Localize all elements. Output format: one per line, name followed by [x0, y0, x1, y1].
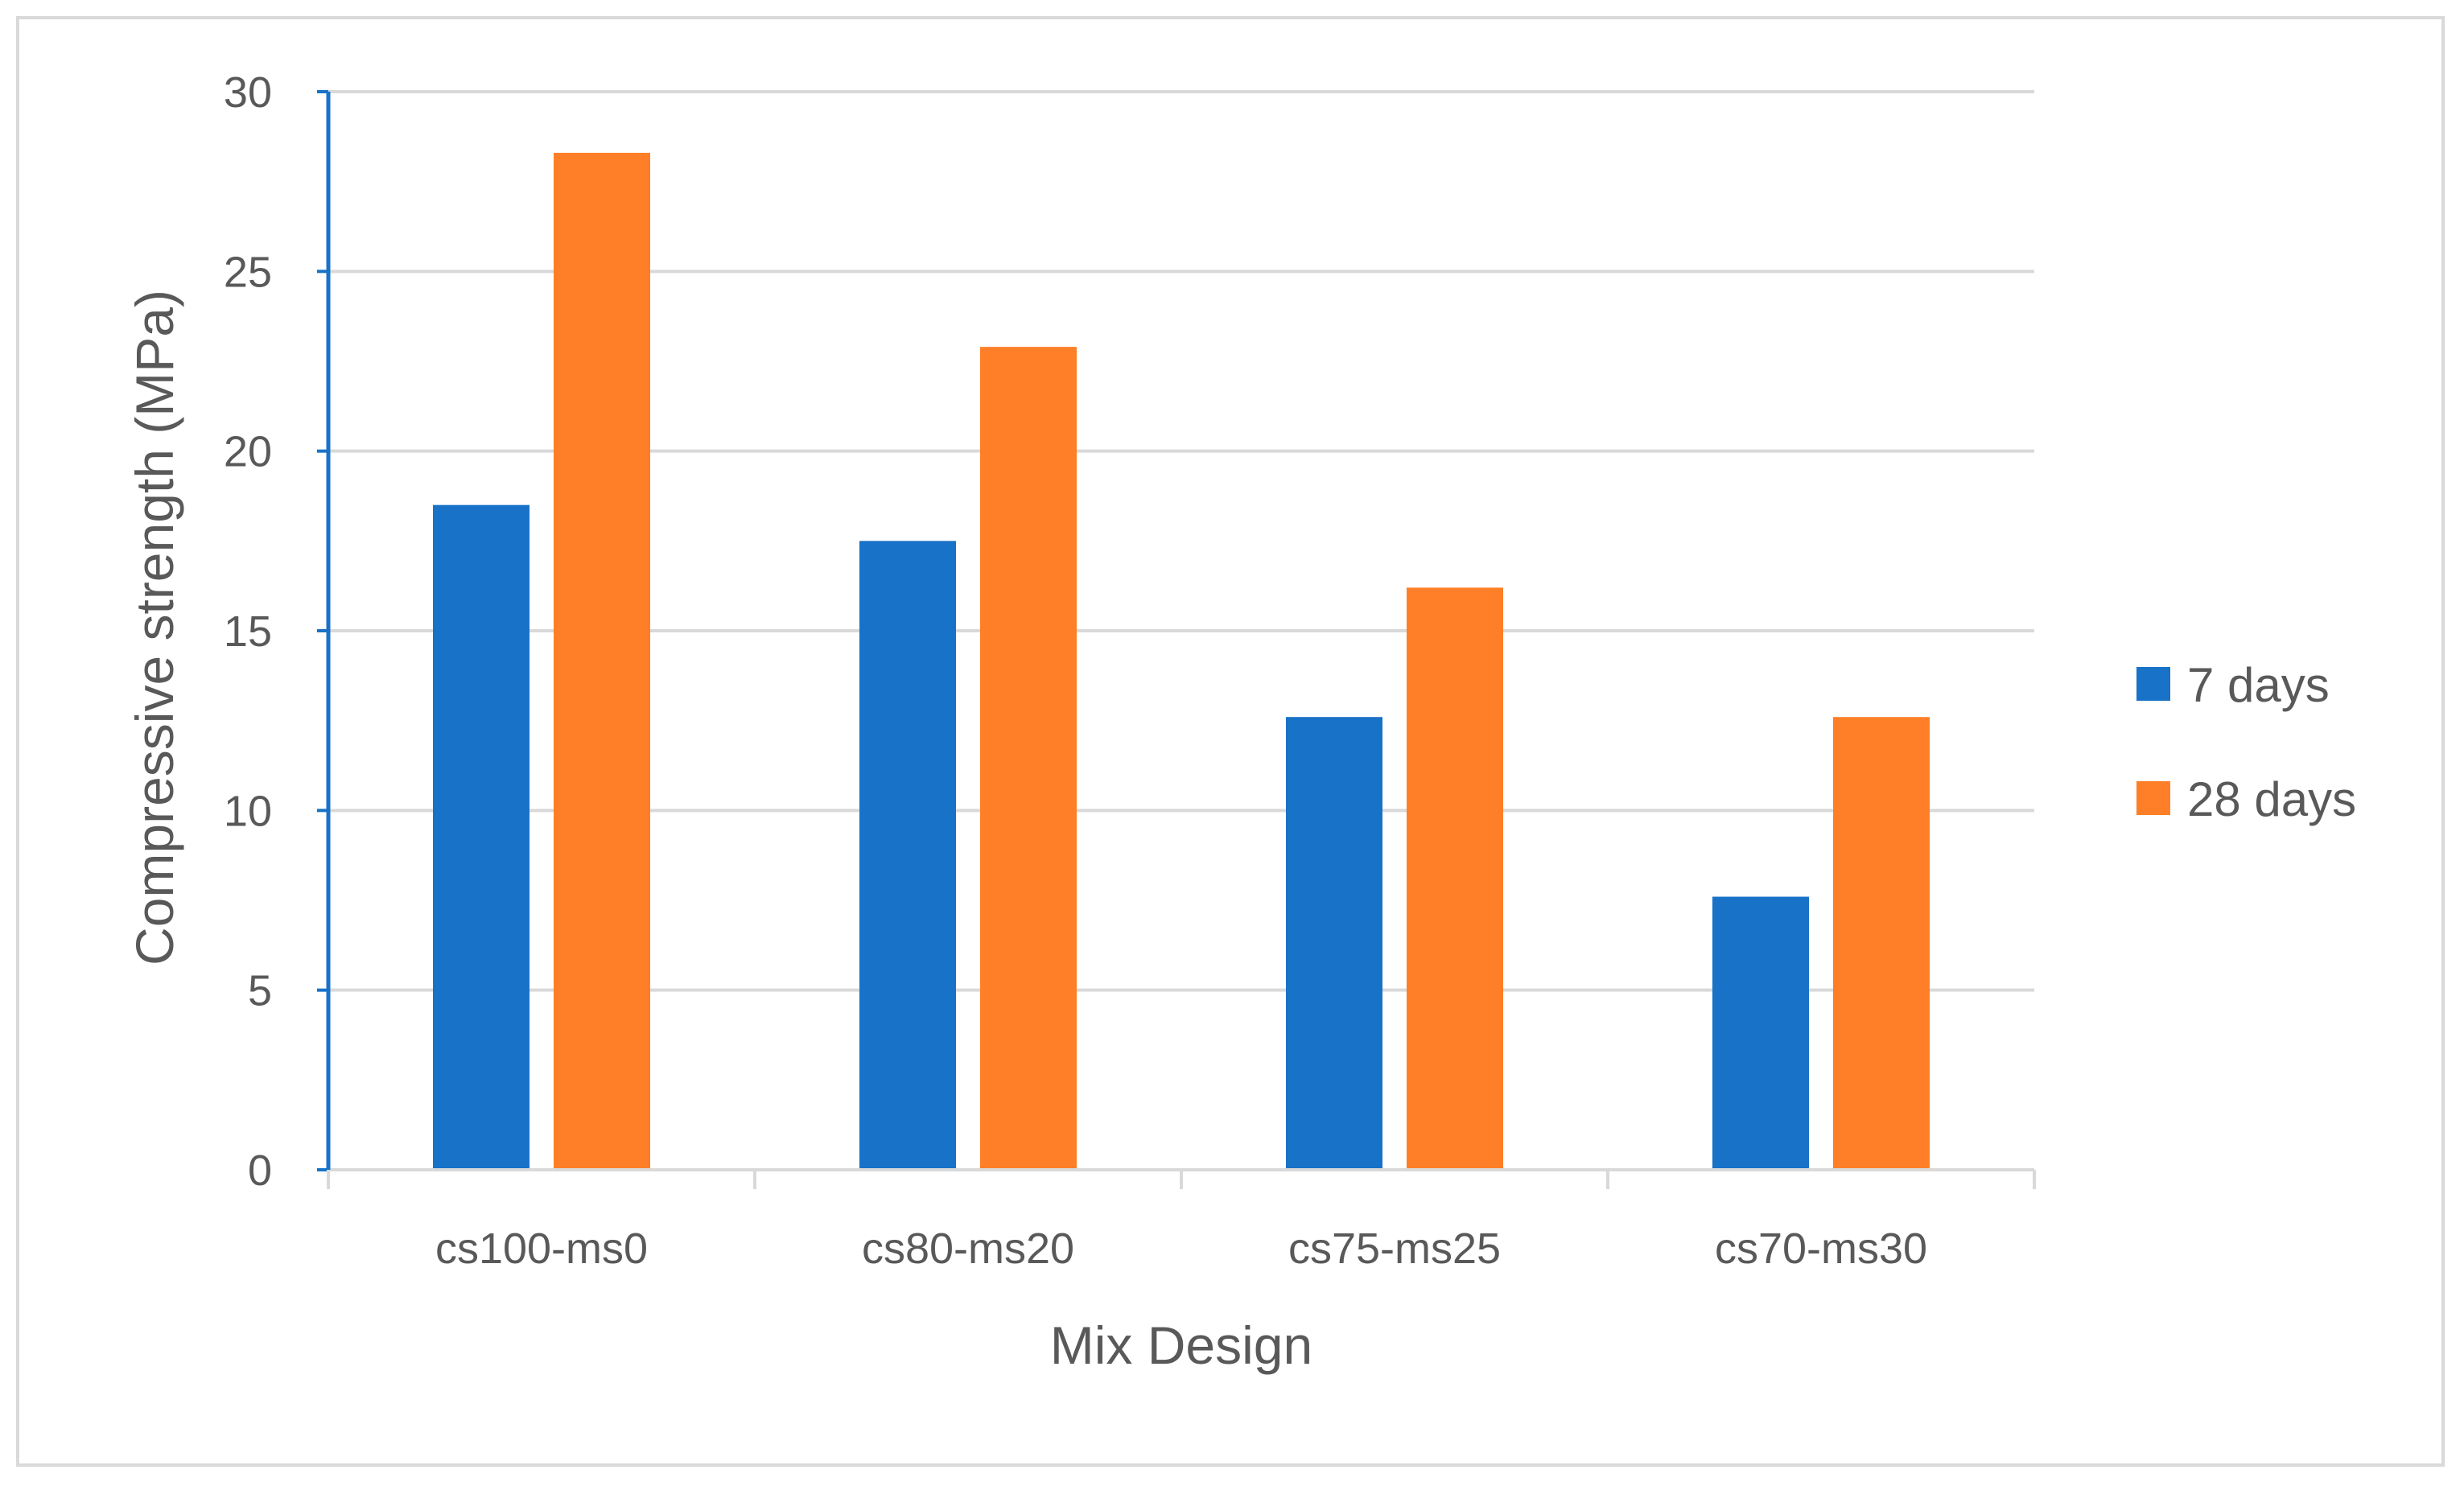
bar-cs80-ms20-28-days	[980, 347, 1077, 1171]
legend-label-28-days: 28 days	[2187, 772, 2356, 826]
legend-swatch-7-days	[2136, 667, 2170, 701]
bar-cs70-ms30-7-days	[1712, 896, 1809, 1170]
bar-cs75-ms25-28-days	[1407, 587, 1503, 1170]
x-tick-labels: cs100-ms0 cs80-ms20 cs75-ms25 cs70-ms30	[435, 1225, 1927, 1273]
bar-cs80-ms20-7-days	[859, 541, 956, 1170]
y-axis-title: Compressive strength (MPa)	[125, 290, 184, 965]
y-tick-label-30: 30	[224, 68, 272, 117]
y-tick-label-10: 10	[224, 787, 272, 835]
y-tick-label-5: 5	[248, 967, 272, 1015]
legend: 7 days 28 days	[2136, 658, 2356, 826]
x-tick-label-cs70-ms30: cs70-ms30	[1715, 1225, 1927, 1273]
y-tick-label-25: 25	[224, 248, 272, 296]
y-tick-labels: 0 5 10 15 20 25 30	[224, 68, 272, 1195]
y-tick-label-0: 0	[248, 1146, 272, 1195]
bar-cs75-ms25-7-days	[1286, 717, 1382, 1170]
legend-label-7-days: 7 days	[2187, 658, 2330, 712]
chart-frame	[16, 16, 2445, 1467]
bars	[433, 152, 1930, 1171]
bar-cs70-ms30-28-days	[1833, 717, 1930, 1170]
axes	[317, 90, 2036, 1189]
x-tick-label-cs75-ms25: cs75-ms25	[1288, 1225, 1501, 1273]
legend-swatch-28-days	[2136, 781, 2170, 815]
bar-cs100-ms0-7-days	[433, 504, 529, 1170]
x-tick-label-cs100-ms0: cs100-ms0	[435, 1225, 648, 1273]
y-tick-label-15: 15	[224, 607, 272, 656]
y-tick-label-20: 20	[224, 428, 272, 476]
x-tick-label-cs80-ms20: cs80-ms20	[862, 1225, 1074, 1273]
x-axis-title: Mix Design	[1050, 1315, 1312, 1375]
bar-cs100-ms0-28-days	[554, 152, 650, 1170]
